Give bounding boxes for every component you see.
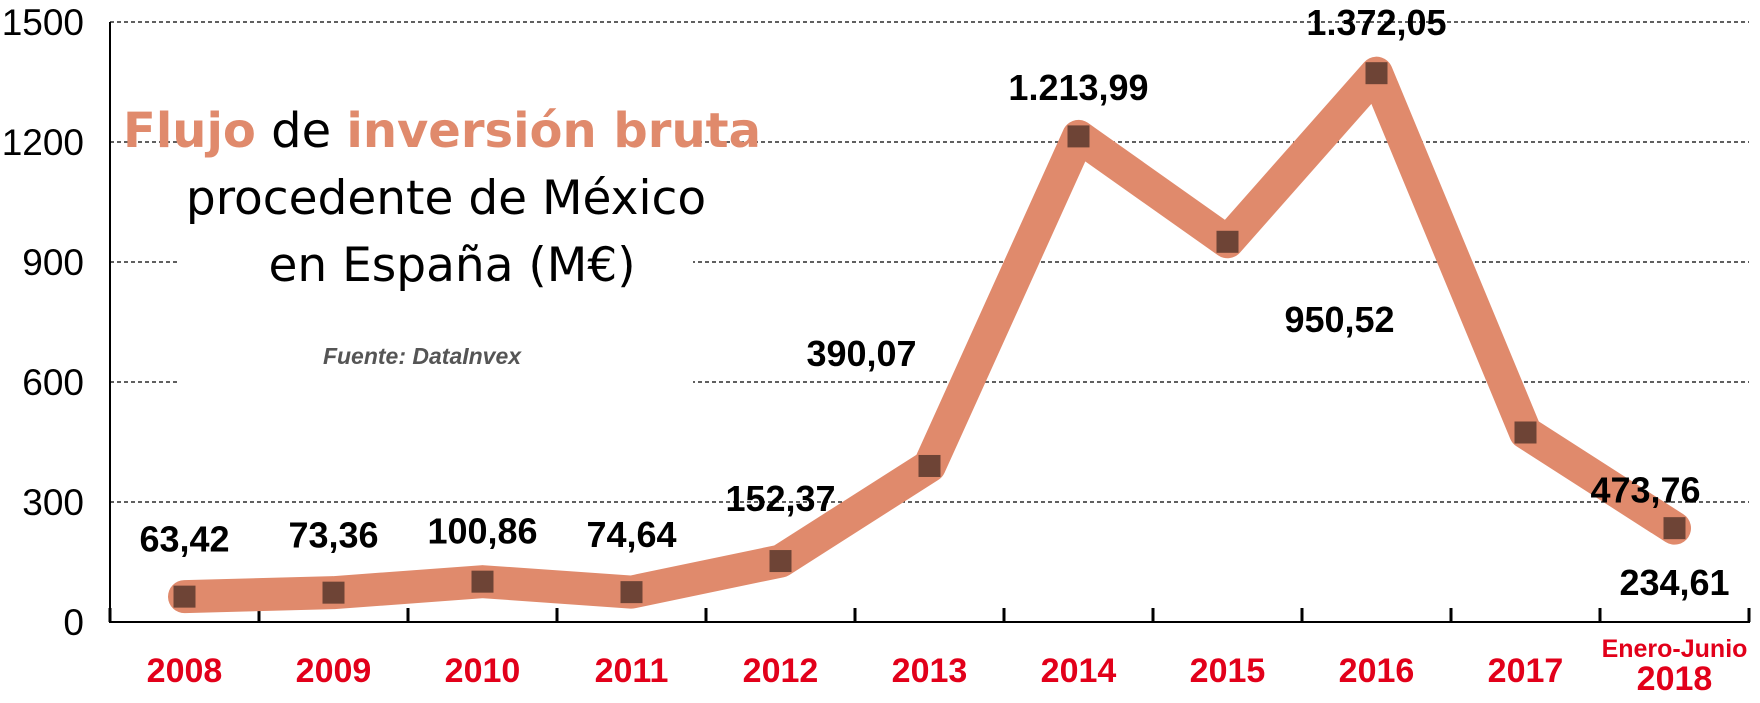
data-label: 1.372,05 <box>1306 2 1446 43</box>
data-point-marker <box>620 581 643 604</box>
y-tick-label: 1200 <box>2 122 84 163</box>
markers <box>173 62 1686 608</box>
data-point-marker <box>471 570 494 593</box>
data-label: 63,42 <box>139 519 229 560</box>
x-tick-label: 2016 <box>1339 652 1415 690</box>
data-labels: 63,42 73,36 100,86 74,64 152,37 390,07 1.213,9… <box>139 2 1729 603</box>
title-highlight-2: inversión bruta <box>346 103 761 159</box>
title-backdrop <box>178 118 693 396</box>
data-point-marker <box>918 454 941 477</box>
title-line-3: en España (M€) <box>268 238 635 293</box>
data-point-marker <box>769 550 792 573</box>
data-label: 234,61 <box>1619 562 1729 603</box>
x-tick-label: 2009 <box>296 652 372 690</box>
chart-title: Flujo de inversión bruta procedente de M… <box>123 103 761 369</box>
x-tick-label: 2015 <box>1190 652 1266 690</box>
data-point-marker <box>1067 125 1090 148</box>
data-point-marker <box>1663 517 1686 540</box>
y-tick-label: 600 <box>22 362 84 403</box>
x-tick-label: 2014 <box>1041 652 1117 690</box>
x-tick-label: 2008 <box>147 652 223 690</box>
x-axis-labels: 2008 2009 2010 2011 2012 2013 2014 2015 2016 2017… <box>147 635 1748 698</box>
data-label: 152,37 <box>725 478 835 519</box>
data-point-marker <box>173 585 196 608</box>
x-tick-label: 2012 <box>743 652 819 690</box>
axes: 0 300 600 900 1200 1500 <box>2 2 1751 643</box>
y-tick-label: 900 <box>22 242 84 283</box>
data-point-marker <box>1216 230 1239 253</box>
y-tick-label: 1500 <box>2 2 84 43</box>
title-highlight-1: Flujo <box>123 103 256 159</box>
data-label: 1.213,99 <box>1008 67 1148 108</box>
data-label: 74,64 <box>586 514 676 555</box>
x-tick-label: 2011 <box>595 652 669 690</box>
data-point-marker <box>1514 421 1537 444</box>
x-tick-label: 2010 <box>445 652 521 690</box>
data-point-marker <box>322 581 345 604</box>
data-label: 73,36 <box>288 515 378 556</box>
source-note: Fuente: DataInvex <box>323 343 522 369</box>
title-line-1: Flujo de inversión bruta <box>123 103 761 159</box>
x-tick-label: 2017 <box>1488 652 1564 690</box>
x-tick-label-prefix: Enero-Junio <box>1602 635 1748 663</box>
y-tick-label: 0 <box>63 602 84 643</box>
data-label: 473,76 <box>1590 469 1700 510</box>
x-tick-label: 2013 <box>892 652 968 690</box>
data-point-marker <box>1365 62 1388 85</box>
y-tick-label: 300 <box>22 482 84 523</box>
x-tick-label: 2018 <box>1637 660 1713 698</box>
data-label: 950,52 <box>1284 299 1394 340</box>
title-connector: de <box>256 103 347 159</box>
data-label: 390,07 <box>806 333 916 374</box>
title-line-2: procedente de México <box>186 171 706 226</box>
data-label: 100,86 <box>427 511 537 552</box>
